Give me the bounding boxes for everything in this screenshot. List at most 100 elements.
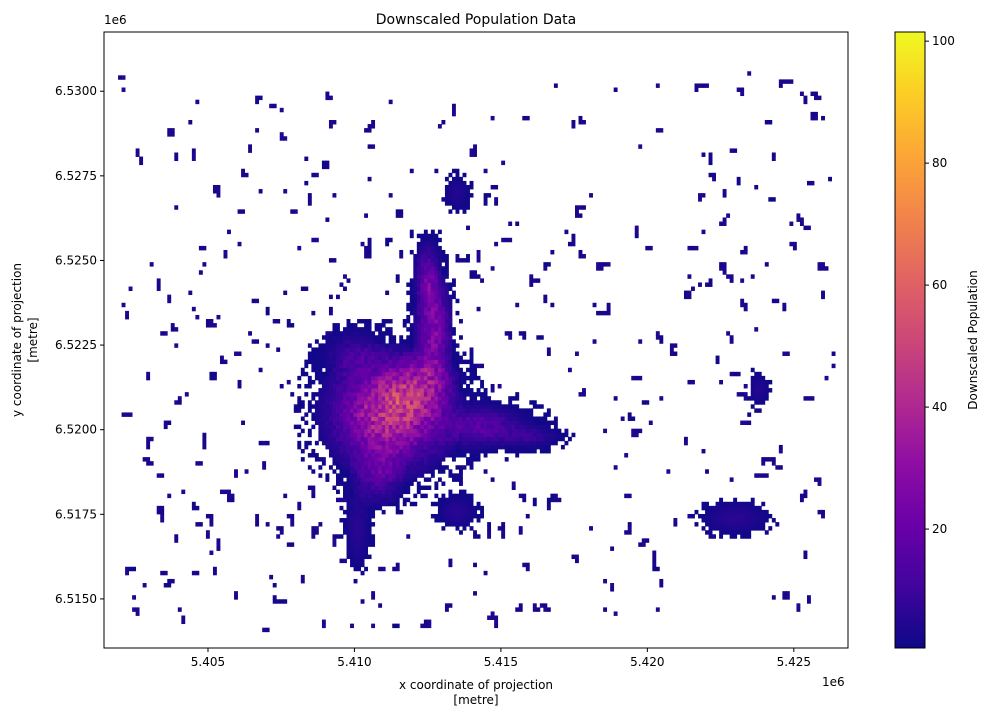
heatmap-cell	[343, 359, 347, 365]
heatmap-cell	[378, 440, 383, 446]
heatmap-cell	[448, 184, 453, 190]
heatmap-cell	[395, 432, 400, 438]
heatmap-cell	[392, 375, 397, 381]
heatmap-cell	[350, 331, 354, 336]
heatmap-cell	[395, 497, 400, 503]
heatmap-cell	[444, 501, 449, 507]
heatmap-cell	[135, 152, 140, 157]
heatmap-cell	[385, 351, 390, 356]
heatmap-cell	[385, 497, 390, 503]
heatmap-cell	[434, 461, 439, 466]
heatmap-cell	[406, 428, 411, 434]
heatmap-cell	[420, 237, 425, 243]
heatmap-cell	[328, 294, 333, 300]
heatmap-cell	[135, 611, 140, 616]
heatmap-cell	[399, 469, 404, 474]
heatmap-cell	[462, 453, 467, 458]
heatmap-cell	[480, 384, 485, 389]
heatmap-cell	[743, 396, 748, 401]
heatmap-cell	[227, 489, 231, 495]
heatmap-cell	[539, 335, 544, 340]
heatmap-cell	[761, 384, 766, 389]
heatmap-cell	[536, 335, 541, 340]
heatmap-cell	[406, 302, 411, 308]
heatmap-cell	[367, 237, 372, 243]
heatmap-cell	[395, 367, 400, 373]
heatmap-cell	[480, 513, 485, 519]
heatmap-cell	[321, 404, 326, 409]
heatmap-cell	[272, 599, 277, 604]
heatmap-cell	[525, 115, 530, 121]
heatmap-cell	[466, 205, 470, 210]
heatmap-cell	[339, 347, 344, 352]
heatmap-cell	[437, 420, 442, 426]
heatmap-cell	[701, 505, 706, 511]
heatmap-cell	[518, 424, 523, 430]
heatmap-cell	[416, 379, 421, 385]
heatmap-cell	[346, 509, 351, 515]
heatmap-cell	[459, 453, 463, 458]
heatmap-cell	[339, 282, 344, 287]
heatmap-cell	[459, 501, 463, 507]
heatmap-cell	[409, 286, 414, 291]
heatmap-cell	[747, 412, 752, 417]
heatmap-cell	[782, 302, 787, 308]
heatmap-cell	[423, 347, 428, 352]
heatmap-cell	[360, 505, 365, 511]
heatmap-cell	[132, 595, 137, 600]
heatmap-cell	[487, 448, 492, 454]
heatmap-cell	[476, 254, 481, 259]
heatmap-cell	[430, 375, 435, 381]
heatmap-cell	[803, 396, 808, 401]
heatmap-cell	[462, 209, 467, 214]
heatmap-cell	[469, 505, 474, 511]
heatmap-cell	[416, 278, 421, 283]
heatmap-cell	[413, 424, 418, 430]
heatmap-cell	[416, 384, 421, 389]
heatmap-cell	[328, 120, 333, 125]
heatmap-cell	[466, 448, 470, 454]
heatmap-cell	[402, 444, 407, 450]
heatmap-cell	[761, 379, 766, 385]
heatmap-cell	[416, 448, 421, 454]
heatmap-cell	[392, 566, 397, 572]
heatmap-cell	[504, 428, 509, 434]
heatmap-cell	[641, 400, 646, 405]
heatmap-cell	[353, 509, 358, 515]
heatmap-cell	[346, 485, 351, 490]
heatmap-cell	[374, 489, 379, 495]
x-axis-ticks: 5.405 5.410 5.415 5.420 5.425	[191, 648, 811, 669]
heatmap-cell	[792, 241, 797, 247]
heatmap-cell	[522, 424, 527, 430]
heatmap-cell	[385, 359, 390, 365]
heatmap-cell	[814, 95, 818, 101]
heatmap-cell	[469, 461, 474, 466]
heatmap-cell	[381, 444, 386, 450]
heatmap-cell	[494, 428, 499, 434]
heatmap-cell	[395, 274, 400, 279]
heatmap-cell	[434, 262, 439, 267]
heatmap-cell	[416, 331, 421, 336]
heatmap-cell	[448, 505, 453, 511]
heatmap-cell	[423, 319, 428, 324]
heatmap-cell	[346, 331, 351, 336]
heatmap-cell	[378, 424, 383, 430]
heatmap-cell	[353, 379, 358, 385]
heatmap-cell	[603, 262, 608, 267]
heatmap-cell	[441, 254, 446, 259]
heatmap-cell	[420, 424, 425, 430]
heatmap-cell	[184, 392, 189, 397]
heatmap-cell	[367, 343, 372, 348]
heatmap-cell	[392, 493, 397, 499]
heatmap-cell	[399, 440, 404, 446]
heatmap-cell	[255, 99, 260, 105]
heatmap-cell	[462, 497, 467, 503]
heatmap-cell	[487, 436, 492, 442]
heatmap-cell	[350, 428, 354, 434]
heatmap-cell	[423, 384, 428, 389]
heatmap-cell	[444, 201, 449, 206]
heatmap-cell	[659, 339, 664, 344]
heatmap-cell	[343, 461, 347, 466]
heatmap-cell	[128, 286, 133, 291]
heatmap-cell	[451, 448, 456, 454]
